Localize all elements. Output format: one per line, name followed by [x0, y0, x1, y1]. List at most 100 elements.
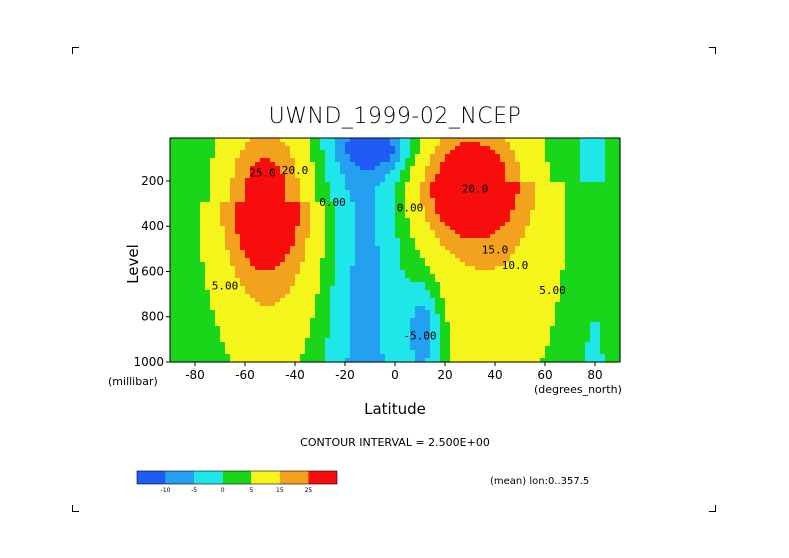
field-cell	[180, 162, 186, 167]
field-cell	[560, 294, 566, 299]
field-cell	[540, 162, 546, 167]
field-cell	[470, 326, 476, 331]
field-cell	[285, 342, 291, 347]
field-cell	[335, 226, 341, 231]
field-cell	[395, 306, 401, 311]
field-cell	[585, 194, 591, 199]
field-cell	[380, 278, 386, 283]
field-cell	[195, 142, 201, 147]
field-cell	[335, 270, 341, 275]
field-cell	[225, 358, 231, 363]
field-cell	[605, 278, 611, 283]
field-cell	[305, 318, 311, 323]
field-cell	[365, 250, 371, 255]
field-cell	[535, 170, 541, 175]
field-cell	[330, 238, 336, 243]
field-cell	[380, 194, 386, 199]
field-cell	[210, 318, 216, 323]
field-cell	[510, 222, 516, 227]
field-cell	[210, 330, 216, 335]
field-cell	[370, 226, 376, 231]
field-cell	[440, 282, 446, 287]
field-cell	[385, 198, 391, 203]
field-cell	[235, 214, 241, 219]
field-cell	[500, 238, 506, 243]
field-cell	[390, 338, 396, 343]
field-cell	[430, 170, 436, 175]
field-cell	[370, 334, 376, 339]
field-cell	[190, 214, 196, 219]
field-cell	[470, 310, 476, 315]
field-cell	[495, 314, 501, 319]
field-cell	[205, 306, 211, 311]
field-cell	[525, 206, 531, 211]
field-cell	[385, 342, 391, 347]
field-cell	[260, 138, 266, 143]
field-cell	[565, 166, 571, 171]
field-cell	[260, 238, 266, 243]
field-cell	[490, 302, 496, 307]
field-cell	[555, 246, 561, 251]
field-cell	[180, 318, 186, 323]
field-cell	[520, 330, 526, 335]
field-cell	[175, 270, 181, 275]
field-cell	[455, 166, 461, 171]
field-cell	[610, 274, 616, 279]
field-cell	[570, 262, 576, 267]
field-cell	[385, 178, 391, 183]
field-cell	[205, 210, 211, 215]
field-cell	[495, 186, 501, 191]
field-cell	[350, 226, 356, 231]
field-cell	[325, 294, 331, 299]
field-cell	[335, 198, 341, 203]
field-cell	[390, 298, 396, 303]
field-cell	[485, 346, 491, 351]
field-cell	[215, 206, 221, 211]
field-cell	[450, 218, 456, 223]
field-cell	[475, 138, 481, 143]
field-cell	[350, 346, 356, 351]
field-cell	[525, 290, 531, 295]
field-cell	[615, 158, 621, 163]
field-cell	[225, 178, 231, 183]
field-cell	[605, 298, 611, 303]
field-cell	[355, 218, 361, 223]
field-cell	[405, 158, 411, 163]
field-cell	[345, 170, 351, 175]
field-cell	[570, 186, 576, 191]
field-cell	[225, 210, 231, 215]
field-cell	[525, 334, 531, 339]
field-cell	[550, 178, 556, 183]
field-cell	[480, 146, 486, 151]
field-cell	[580, 254, 586, 259]
field-cell	[565, 158, 571, 163]
field-cell	[205, 186, 211, 191]
field-cell	[610, 330, 616, 335]
field-cell	[375, 138, 381, 143]
field-cell	[455, 286, 461, 291]
field-cell	[515, 282, 521, 287]
field-cell	[225, 246, 231, 251]
field-cell	[520, 314, 526, 319]
field-cell	[340, 182, 346, 187]
field-cell	[510, 174, 516, 179]
field-cell	[195, 266, 201, 271]
field-cell	[230, 158, 236, 163]
field-cell	[475, 154, 481, 159]
field-cell	[190, 246, 196, 251]
field-cell	[420, 214, 426, 219]
field-cell	[490, 246, 496, 251]
field-cell	[600, 350, 606, 355]
field-cell	[360, 354, 366, 359]
field-cell	[350, 154, 356, 159]
field-cell	[405, 282, 411, 287]
field-cell	[380, 146, 386, 151]
field-cell	[545, 162, 551, 167]
field-cell	[195, 282, 201, 287]
field-cell	[390, 318, 396, 323]
field-cell	[185, 274, 191, 279]
field-cell	[430, 254, 436, 259]
field-cell	[525, 162, 531, 167]
field-cell	[260, 218, 266, 223]
field-cell	[210, 358, 216, 363]
